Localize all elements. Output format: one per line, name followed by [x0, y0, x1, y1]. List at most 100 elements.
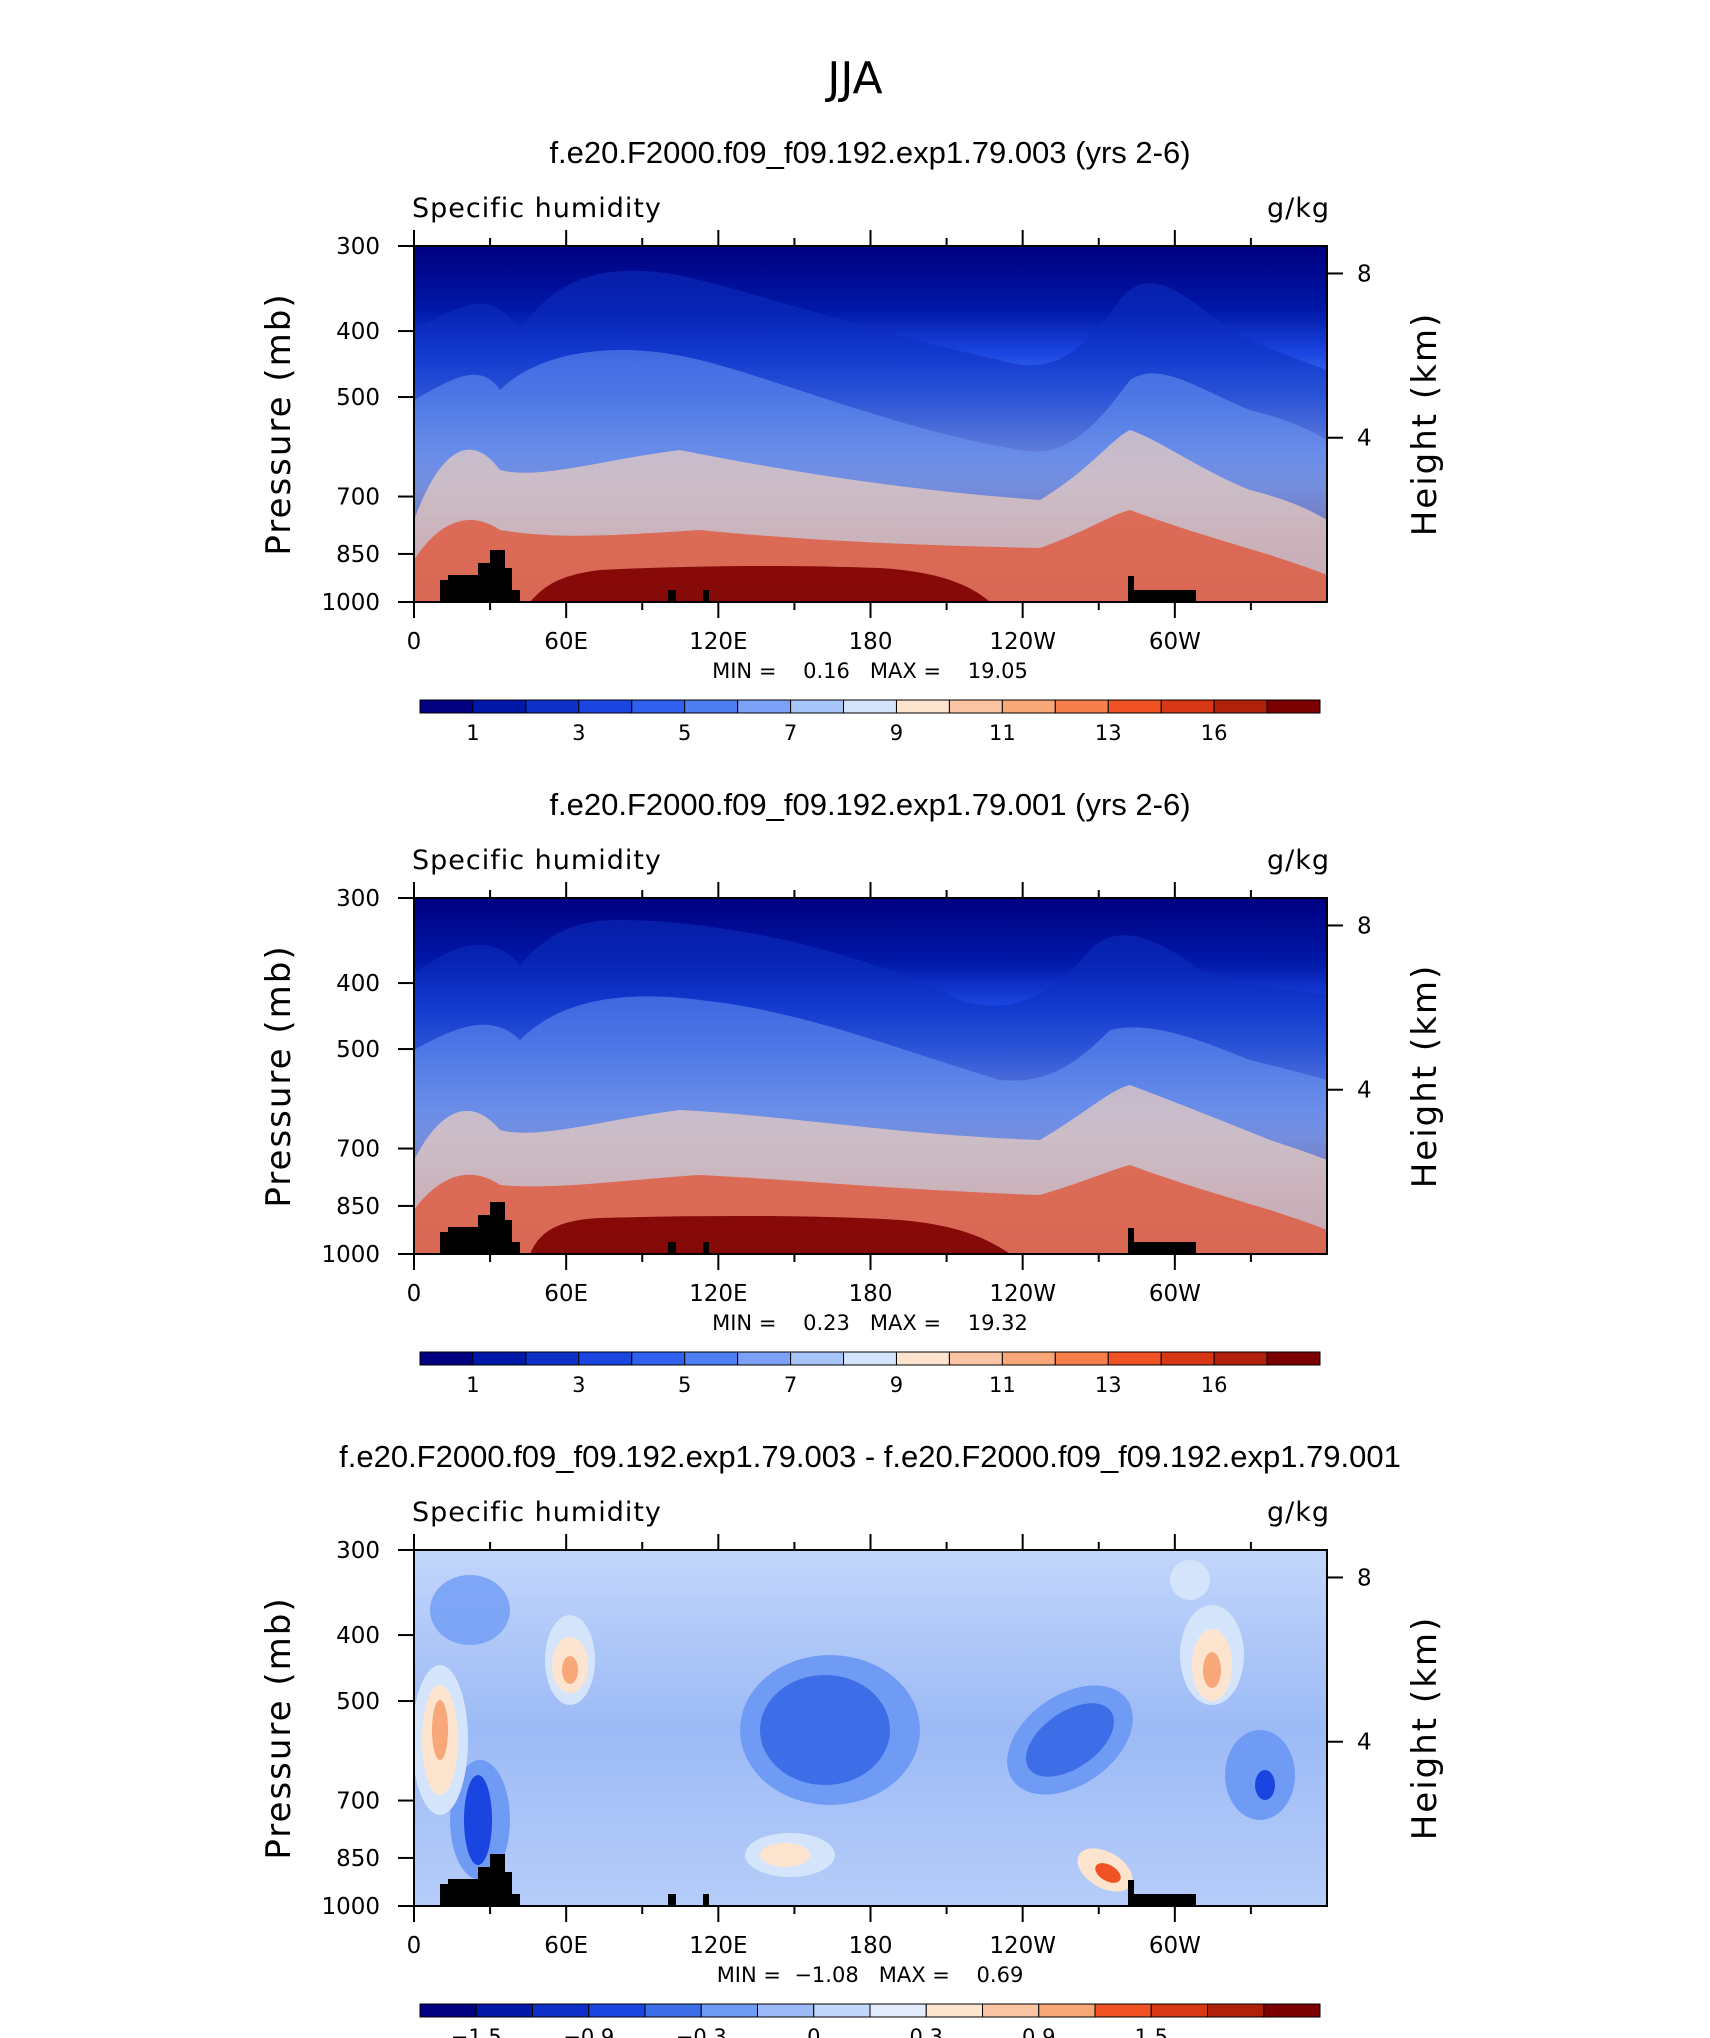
panel-3-y-axis-title: Pressure (mb) [259, 1596, 299, 1859]
y-tick-label: 500 [336, 1037, 380, 1063]
height-tick-label: 8 [1357, 1565, 1372, 1591]
x-tick-label: 180 [849, 629, 893, 655]
colorbar-box [790, 699, 845, 714]
y-tick-label: 850 [336, 542, 380, 568]
colorbar-box [578, 699, 633, 714]
panel-3-colorbar: −1.5 −0.9 −0.3 0 0.3 0.9 1.5 [419, 2003, 1321, 2038]
panel-2-minmax: MIN = 0.23 MAX = 19.32 [712, 1311, 1028, 1335]
panel-3-minmax: MIN = −1.08 MAX = 0.69 [717, 1963, 1024, 1987]
colorbar-label: 1 [466, 1373, 479, 1397]
panel-3-variable-label: Specific humidity [412, 1497, 662, 1528]
panel-2-y-ticks: 300 400 500 700 850 1000 [321, 886, 414, 1268]
y-tick-label: 300 [336, 234, 380, 260]
colorbar-box [895, 1351, 950, 1366]
colorbar-label: 9 [890, 721, 903, 745]
colorbar-label: 5 [678, 721, 691, 745]
colorbar-box [1001, 1351, 1056, 1366]
colorbar-label: 9 [890, 1373, 903, 1397]
x-tick-label: 60E [544, 629, 588, 655]
colorbar-label: −0.9 [563, 2025, 614, 2038]
colorbar-box [843, 1351, 897, 1366]
x-tick-label: 120E [689, 629, 747, 655]
colorbar-box [982, 2003, 1040, 2018]
panel-2-y-axis-title: Pressure (mb) [259, 944, 299, 1207]
colorbar-label: 13 [1095, 721, 1122, 745]
colorbar-box [475, 2003, 533, 2018]
panel-1-colorbar: 1 3 5 7 9 11 13 16 [419, 699, 1321, 745]
colorbar-box [1038, 2003, 1096, 2018]
y-tick-label: 300 [336, 1538, 380, 1564]
colorbar-box [419, 2003, 477, 2018]
colorbar-label: −0.3 [676, 2025, 727, 2038]
panel-1: f.e20.F2000.f09_f09.192.exp1.79.003 (yrs… [259, 135, 1445, 745]
colorbar-box [948, 1351, 1003, 1366]
panel-2-colorbar: 1 3 5 7 9 11 13 16 [419, 1351, 1321, 1397]
colorbar-box [700, 2003, 758, 2018]
x-tick-label: 180 [849, 1281, 893, 1307]
y-tick-label: 1000 [321, 590, 380, 616]
panel-3-contour-field [414, 1550, 1327, 1906]
colorbar-box [588, 2003, 646, 2018]
colorbar-label: 5 [678, 1373, 691, 1397]
x-tick-label: 60W [1149, 1933, 1201, 1959]
x-tick-label: 120W [989, 629, 1056, 655]
panel-1-units-label: g/kg [1267, 193, 1330, 224]
colorbar-label: 16 [1201, 721, 1228, 745]
colorbar-box [631, 1351, 686, 1366]
colorbar-box [737, 1351, 792, 1366]
height-tick-label: 8 [1357, 261, 1372, 287]
colorbar-box [1054, 699, 1109, 714]
panel-2-units-label: g/kg [1267, 845, 1330, 876]
y-tick-label: 500 [336, 385, 380, 411]
panel-2-variable-label: Specific humidity [412, 845, 662, 876]
panel-3-units-label: g/kg [1267, 1497, 1330, 1528]
colorbar-box [1266, 699, 1321, 714]
colorbar-box [684, 1351, 739, 1366]
colorbar-label: 7 [784, 1373, 797, 1397]
y-tick-label: 1000 [321, 1242, 380, 1268]
y-tick-label: 700 [336, 1137, 380, 1163]
colorbar-box [1213, 699, 1268, 714]
panel-1-contour-field [414, 246, 1327, 602]
x-tick-label: 0 [407, 1933, 422, 1959]
panel-1-title: f.e20.F2000.f09_f09.192.exp1.79.003 (yrs… [549, 135, 1190, 170]
colorbar-box [1094, 2003, 1152, 2018]
x-tick-label: 60W [1149, 1281, 1201, 1307]
colorbar-box [895, 699, 950, 714]
y-tick-label: 1000 [321, 1894, 380, 1920]
panel-1-y-axis-title: Pressure (mb) [259, 292, 299, 555]
colorbar-label: 1.5 [1135, 2025, 1168, 2038]
colorbar-box [472, 1351, 527, 1366]
y-tick-label: 700 [336, 1789, 380, 1815]
x-tick-label: 120E [689, 1281, 747, 1307]
y-tick-label: 400 [336, 971, 380, 997]
colorbar-label: 1 [466, 721, 479, 745]
colorbar-box [1107, 699, 1162, 714]
y-tick-label: 850 [336, 1846, 380, 1872]
height-tick-label: 4 [1357, 426, 1372, 452]
colorbar-label: 11 [989, 1373, 1016, 1397]
panel-2: f.e20.F2000.f09_f09.192.exp1.79.001 (yrs… [259, 787, 1445, 1397]
colorbar-box [532, 2003, 590, 2018]
colorbar-box [1001, 699, 1056, 714]
colorbar-box [813, 2003, 871, 2018]
height-tick-label: 8 [1357, 913, 1372, 939]
colorbar-label: 3 [572, 721, 585, 745]
panel-3-x-ticks: 0 60E 120E 180 120W 60W [407, 1534, 1252, 1959]
x-tick-label: 0 [407, 629, 422, 655]
colorbar-label: 7 [784, 721, 797, 745]
colorbar-label: 0 [807, 2025, 820, 2038]
panel-1-height-ticks: 84 [1327, 261, 1372, 452]
colorbar-label: 0.9 [1022, 2025, 1055, 2038]
colorbar-label: 11 [989, 721, 1016, 745]
colorbar-box [419, 1351, 474, 1366]
panel-2-height-ticks: 84 [1327, 913, 1372, 1104]
x-tick-label: 60W [1149, 629, 1201, 655]
colorbar-label: 13 [1095, 1373, 1122, 1397]
colorbar-box [1263, 2003, 1321, 2018]
colorbar-box [757, 2003, 815, 2018]
colorbar-box [1266, 1351, 1321, 1366]
y-tick-label: 850 [336, 1194, 380, 1220]
y-tick-label: 700 [336, 485, 380, 511]
